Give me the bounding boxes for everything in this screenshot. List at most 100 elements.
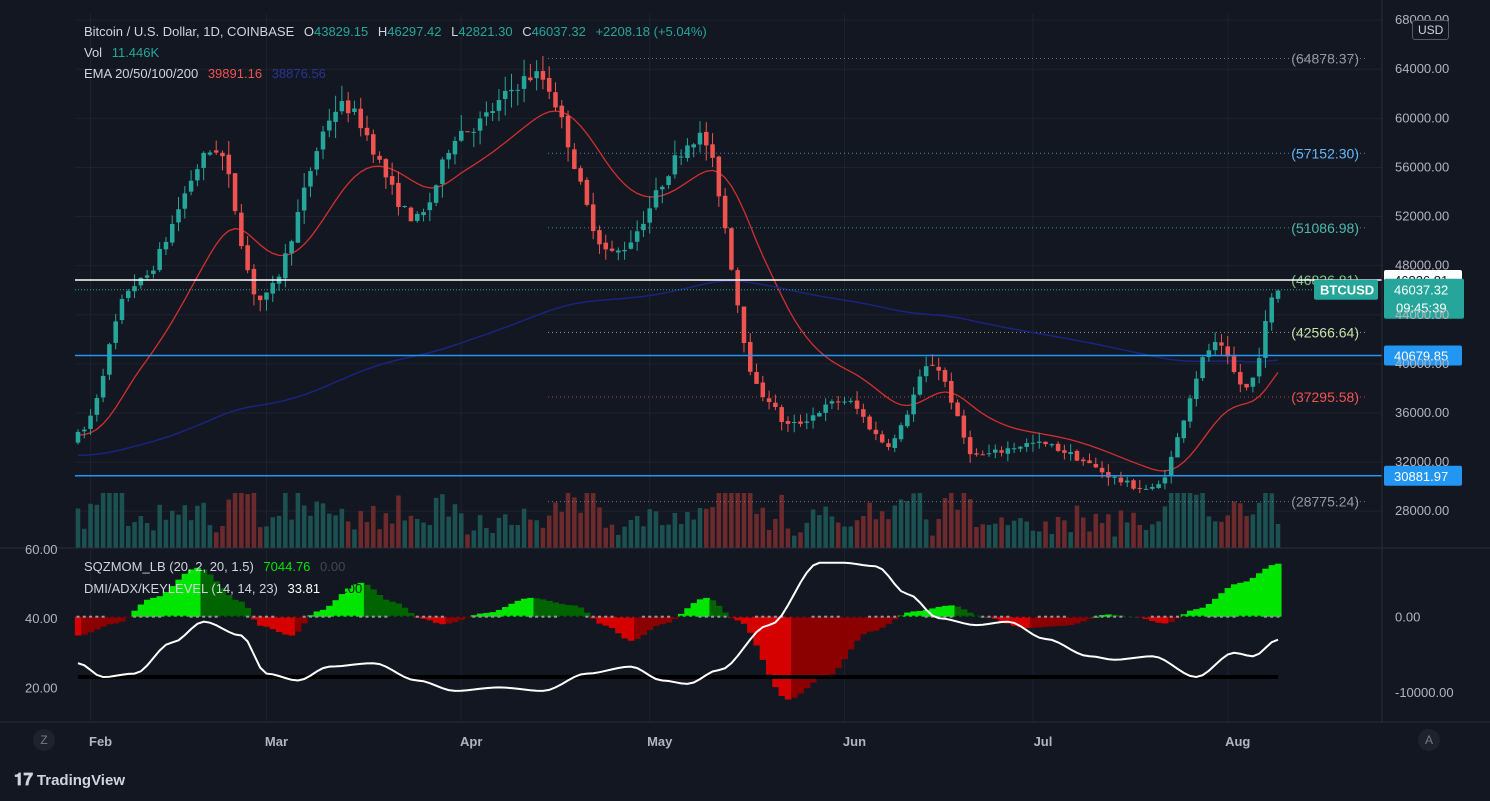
volume-bar [377,529,382,548]
volume-bar [1112,536,1117,548]
candle-body [521,76,527,89]
candle-body [986,453,992,455]
volume-bar [754,513,759,548]
dmi-label[interactable]: DMI/ADX/KEYLEVEL (14, 14, 23) [84,581,278,596]
momentum-bar [112,616,120,624]
momentum-bar [747,616,754,633]
volume-bar [930,535,935,548]
momentum-bar [1262,568,1269,617]
volume-bar [704,508,709,548]
candle-body [484,112,489,117]
momentum-bar [458,616,465,620]
momentum-bar [520,598,528,617]
candle-body [678,156,684,158]
sqzmom-label[interactable]: SQZMOM_LB (20, 2, 20, 1.5) [84,559,254,574]
candle-body [716,156,722,197]
candle-body [791,421,797,424]
volume-bar [270,517,276,548]
candle-body [377,155,382,160]
momentum-bar [684,608,691,617]
momentum-bar [904,612,911,617]
volume-bar [188,520,194,548]
time-axis-tick: Jul [1034,734,1053,749]
momentum-bar [1004,616,1012,624]
candle-body [327,120,332,131]
time-axis-tick: Aug [1225,734,1250,749]
momentum-bar [238,601,245,617]
momentum-bar [269,616,277,630]
volume-bar [572,497,577,548]
momentum-bar [388,601,396,617]
candle-body [1112,476,1117,478]
candle-body [163,241,169,250]
candle-body [867,416,872,430]
volume-value: 11.446K [111,45,160,60]
volume-bar [1124,522,1130,548]
momentum-bar [929,608,936,617]
volume-bar [791,535,797,548]
volume-bar [1200,493,1205,548]
volume-bar [1206,516,1212,548]
candle-body [999,450,1004,453]
oscillator-right-axis-tick: -10000.00 [1395,685,1454,700]
candle-body [1175,437,1180,458]
volume-bar [766,529,772,548]
candle-body [936,366,941,371]
timezone-button[interactable]: Z [33,729,55,751]
candle-body [1238,372,1243,385]
momentum-bar [1243,581,1251,617]
ema-20-line [77,110,1279,472]
candle-body [754,372,759,384]
symbol-name[interactable]: Bitcoin / U.S. Dollar, 1D, COINBASE [84,24,295,39]
change-value: +2208.18 (+5.04%) [595,24,707,39]
candle-body [207,152,213,155]
grid [75,14,1382,722]
momentum-bar [250,616,258,620]
volume-bar [565,493,571,548]
volume-label[interactable]: Vol [84,45,103,60]
momentum-bar [1080,616,1087,622]
candle-body [1263,321,1268,358]
candle-body [132,286,137,292]
momentum-bar [866,616,874,632]
momentum-bar [816,616,823,679]
momentum-bar [294,616,302,632]
volume-bar [609,524,615,548]
volume-bar [817,515,822,548]
volume-bar [396,495,401,548]
candle-body [1137,487,1143,489]
volume-bar [509,524,514,548]
momentum-bar [1237,582,1244,617]
volume-bar [735,493,740,548]
volume-bar [151,530,156,548]
ema-label[interactable]: EMA 20/50/100/200 [84,66,199,81]
volume-bar [660,525,665,548]
momentum-bar [646,616,654,631]
candle-body [433,185,439,203]
chart-canvas[interactable]: (64878.37)(57152.30)(51086.98)(46826.81)… [0,0,1490,760]
auto-scale-button[interactable]: A [1418,729,1440,751]
currency-button[interactable]: USD [1412,20,1450,40]
ema-value-20: 39891.16 [207,66,263,81]
footer [0,760,1490,801]
momentum-bar [740,616,748,624]
candle-body [264,292,269,300]
candle-body [471,131,477,133]
tradingview-logo[interactable]: 𝟏𝟕 TradingView [14,770,125,790]
momentum-bar [263,616,271,627]
volume-bar [239,493,244,548]
volume-bar [747,493,753,548]
low-value: 42821.30 [458,24,513,39]
momentum-bar [225,594,233,617]
momentum-bar [257,616,264,626]
price-axis-tick: 28000.00 [1395,503,1449,518]
candle-body [634,231,640,242]
candle-body [1168,456,1174,477]
close-value: 46037.32 [531,24,586,39]
candle-body [1181,420,1187,439]
candle-body [1150,486,1155,489]
momentum-bar [502,607,509,617]
horizontal-lines[interactable]: 46826.8140679.8530881.97BTCUSD46037.3209… [75,270,1464,486]
volume-bar [314,501,320,548]
